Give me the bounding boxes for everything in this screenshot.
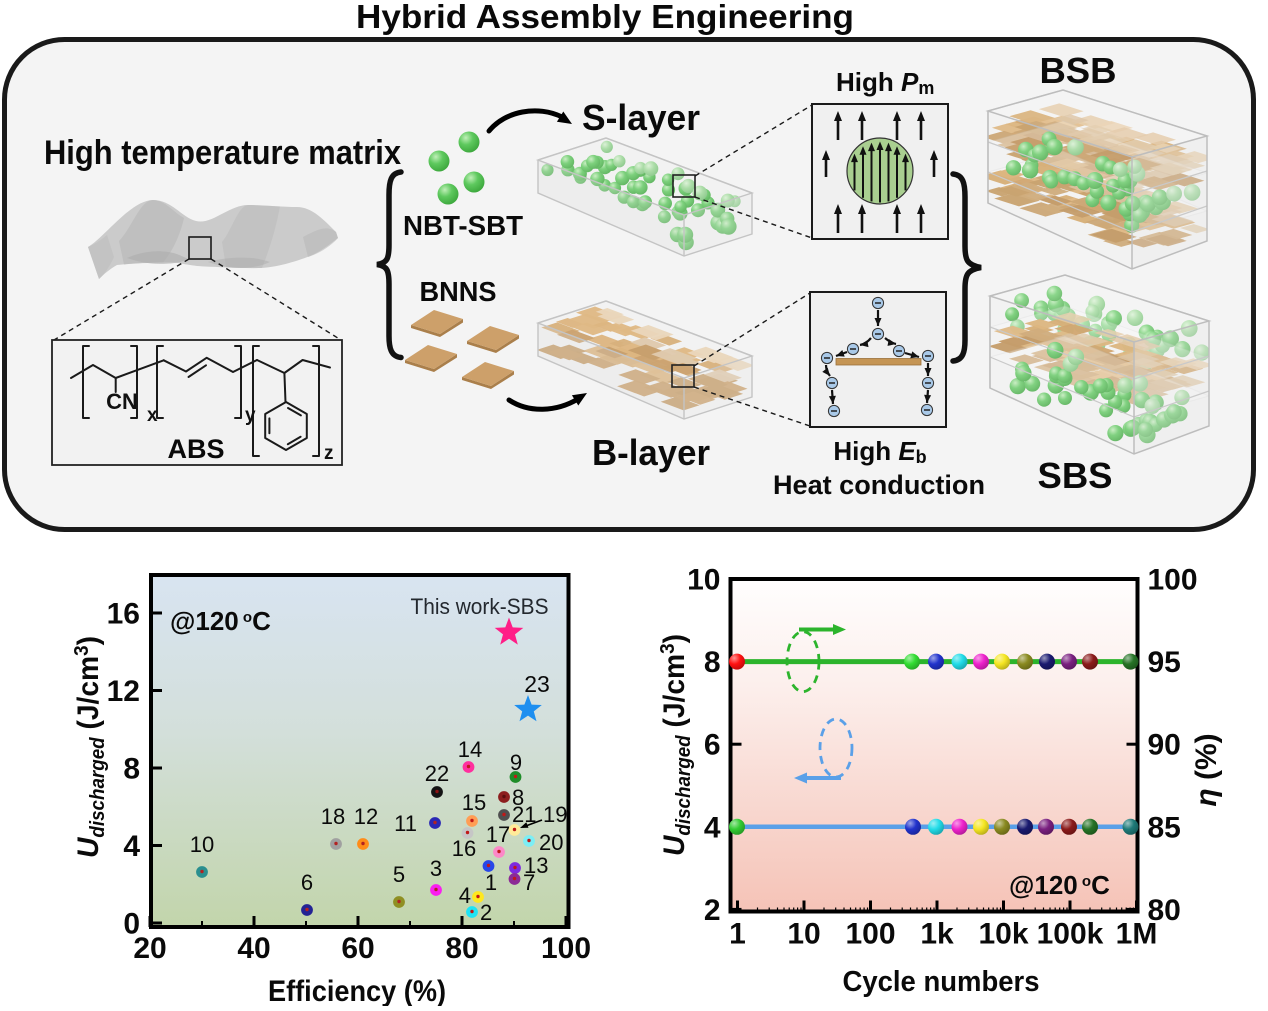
svg-text:7: 7 — [523, 870, 535, 895]
svg-text:4: 4 — [123, 830, 140, 863]
svg-text:BSB: BSB — [1039, 50, 1116, 91]
svg-text:16: 16 — [107, 598, 140, 631]
svg-text:3: 3 — [430, 856, 442, 881]
svg-text:High Eb: High Eb — [833, 436, 926, 467]
svg-text:19: 19 — [543, 802, 567, 827]
svg-text:22: 22 — [425, 761, 449, 786]
svg-text:8: 8 — [123, 753, 140, 786]
svg-text:10k: 10k — [978, 918, 1028, 951]
svg-text:10: 10 — [787, 918, 820, 951]
svg-text:NBT-SBT: NBT-SBT — [403, 210, 523, 241]
svg-text:2: 2 — [704, 894, 721, 927]
svg-text:CN: CN — [106, 389, 138, 414]
svg-text:8: 8 — [704, 646, 721, 679]
svg-text:14: 14 — [458, 737, 482, 762]
svg-text:85: 85 — [1148, 811, 1181, 844]
svg-text:12: 12 — [354, 804, 378, 829]
svg-text:BNNS: BNNS — [420, 276, 497, 307]
svg-text:20: 20 — [539, 830, 563, 855]
svg-text:12: 12 — [107, 675, 140, 708]
svg-text:6: 6 — [704, 729, 721, 762]
svg-text:18: 18 — [321, 804, 345, 829]
svg-text:@120 oC: @120 oC — [170, 606, 271, 636]
svg-text:@120 oC: @120 oC — [1009, 870, 1110, 900]
svg-text:Efficiency (%): Efficiency (%) — [268, 975, 446, 1006]
svg-text:This work-SBS: This work-SBS — [411, 594, 549, 619]
svg-text:1: 1 — [729, 918, 746, 951]
svg-text:5: 5 — [393, 862, 405, 887]
svg-text:100k: 100k — [1037, 918, 1104, 951]
svg-text:Cycle numbers: Cycle numbers — [843, 966, 1040, 998]
svg-text:60: 60 — [341, 932, 374, 965]
svg-text:1: 1 — [485, 870, 497, 895]
svg-text:9: 9 — [510, 750, 522, 775]
svg-text:80: 80 — [1148, 894, 1181, 927]
svg-text:Udischarged (J/cm3): Udischarged (J/cm3) — [71, 636, 109, 858]
svg-text:10: 10 — [687, 564, 720, 597]
svg-text:η (%): η (%) — [1190, 733, 1223, 806]
svg-text:23: 23 — [524, 671, 550, 697]
svg-text:High Pm: High Pm — [836, 67, 934, 98]
svg-text:10: 10 — [190, 832, 214, 857]
svg-text:2: 2 — [480, 900, 492, 925]
svg-text:100: 100 — [845, 918, 895, 951]
svg-text:90: 90 — [1148, 729, 1181, 762]
svg-text:Udischarged (J/cm3): Udischarged (J/cm3) — [657, 634, 695, 856]
svg-text:y: y — [245, 405, 256, 426]
svg-text:ABS: ABS — [167, 434, 224, 464]
svg-text:8: 8 — [512, 785, 524, 810]
svg-text:15: 15 — [462, 790, 486, 815]
svg-text:x: x — [147, 405, 158, 426]
svg-text:4: 4 — [459, 883, 471, 908]
svg-text:S-layer: S-layer — [582, 97, 700, 138]
svg-text:16: 16 — [452, 836, 476, 861]
svg-text:1k: 1k — [920, 918, 954, 951]
svg-text:SBS: SBS — [1037, 455, 1112, 496]
svg-text:13: 13 — [524, 853, 548, 878]
svg-text:B-layer: B-layer — [592, 432, 710, 473]
svg-text:100: 100 — [541, 932, 591, 965]
svg-text:17: 17 — [486, 822, 510, 847]
svg-text:0: 0 — [123, 908, 140, 941]
svg-text:1M: 1M — [1116, 918, 1158, 951]
svg-text:z: z — [324, 443, 334, 464]
svg-text:11: 11 — [394, 811, 417, 836]
svg-text:40: 40 — [237, 932, 270, 965]
svg-text:4: 4 — [704, 811, 721, 844]
svg-text:Hybrid Assembly Engineering: Hybrid Assembly Engineering — [356, 0, 854, 35]
svg-text:High temperature matrix: High temperature matrix — [44, 134, 401, 172]
svg-text:20: 20 — [133, 932, 166, 965]
svg-text:95: 95 — [1148, 646, 1181, 679]
svg-text:Heat conduction: Heat conduction — [773, 470, 985, 500]
svg-text:6: 6 — [301, 870, 313, 895]
svg-text:100: 100 — [1148, 564, 1198, 597]
svg-text:80: 80 — [445, 932, 478, 965]
